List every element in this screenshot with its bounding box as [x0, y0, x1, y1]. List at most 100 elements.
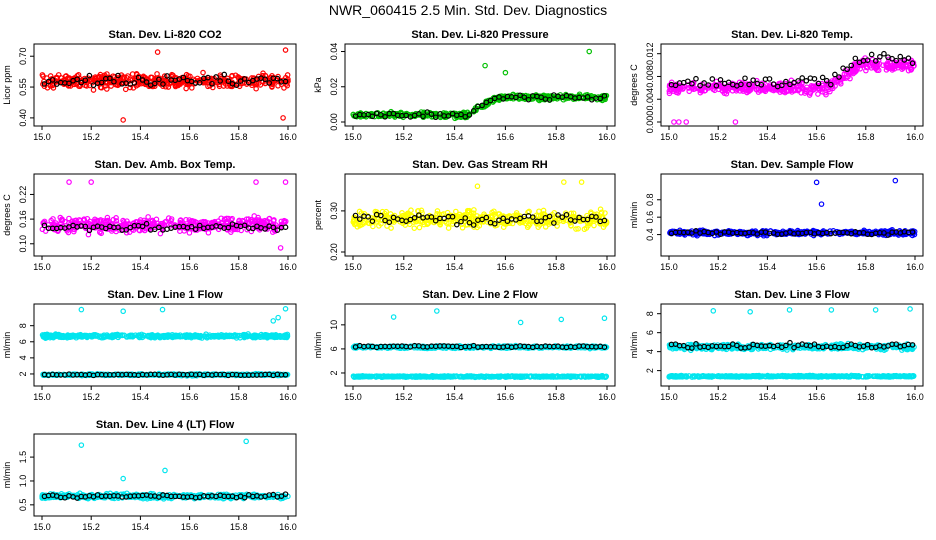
plot-frame — [660, 303, 924, 387]
data-point — [88, 179, 95, 185]
y-tick-label: 0.6 — [645, 211, 655, 224]
data-point — [474, 183, 481, 190]
data-point — [243, 332, 250, 339]
data-point — [192, 226, 199, 233]
plot-frame — [344, 303, 616, 387]
data-point — [598, 209, 605, 216]
data-point — [466, 207, 473, 214]
data-point — [713, 82, 720, 89]
y-tick-label: 0.04 — [329, 43, 339, 61]
x-tick-label: 15.2 — [82, 262, 100, 272]
y-tick-label: 0.004 — [645, 88, 655, 111]
data-point — [361, 220, 367, 226]
data-point — [770, 81, 777, 87]
data-point — [39, 332, 46, 338]
data-point — [41, 81, 48, 87]
x-tick-label: 15.8 — [547, 392, 565, 402]
panel-title: Stan. Dev. Li-820 Pressure — [411, 29, 548, 41]
data-point — [365, 214, 371, 220]
x-tick-label: 15.8 — [857, 132, 875, 142]
x-tick-label: 15.6 — [497, 132, 515, 142]
data-point — [273, 333, 280, 340]
data-point — [143, 79, 150, 85]
x-tick-label: 15.4 — [132, 392, 150, 402]
data-point — [504, 220, 511, 226]
y-axis-label: percent — [313, 199, 323, 230]
data-point — [461, 218, 468, 225]
data-point — [549, 373, 555, 380]
data-point — [187, 73, 193, 80]
data-point — [57, 332, 64, 339]
data-point — [764, 85, 771, 92]
data-point — [795, 78, 801, 84]
x-tick-label: 15.8 — [230, 132, 248, 142]
data-point — [445, 113, 452, 119]
data-point — [559, 214, 566, 220]
data-point — [111, 78, 117, 85]
data-point — [458, 218, 464, 225]
data-point — [274, 75, 281, 82]
data-point — [248, 218, 255, 225]
data-point — [416, 111, 422, 117]
data-point — [819, 74, 826, 81]
data-point — [213, 74, 219, 80]
scatter-points — [350, 308, 610, 381]
data-point — [246, 333, 253, 339]
data-point — [732, 119, 739, 125]
data-point — [524, 224, 531, 231]
scatter-points — [666, 306, 917, 380]
panel-3: Stan. Dev. Li-820 Temp.degrees C15.0 15.2… — [629, 29, 924, 142]
data-point — [369, 113, 376, 120]
data-point — [71, 218, 78, 224]
y-tick-label: 0.70 — [18, 47, 28, 65]
data-point — [546, 213, 553, 220]
data-point — [62, 73, 69, 80]
data-point — [668, 79, 675, 86]
data-point — [799, 75, 806, 81]
data-point — [568, 222, 574, 229]
y-tick-label: 0.012 — [645, 42, 655, 65]
data-point — [157, 230, 164, 237]
data-point — [381, 344, 388, 351]
data-point — [852, 55, 859, 62]
scatter-points — [350, 48, 610, 122]
data-point — [225, 224, 232, 231]
data-point — [832, 71, 838, 78]
data-point — [224, 219, 230, 226]
data-point — [204, 334, 210, 341]
data-point — [378, 212, 384, 219]
data-point — [131, 80, 138, 86]
data-point — [66, 179, 72, 185]
data-point — [253, 179, 259, 185]
data-point — [225, 78, 232, 84]
data-point — [97, 228, 103, 235]
data-point — [99, 225, 106, 232]
y-tick-label: 0.22 — [18, 186, 28, 204]
data-point — [542, 224, 549, 230]
data-point — [123, 74, 130, 81]
x-tick-label: 15.0 — [660, 262, 678, 272]
data-point — [159, 306, 166, 313]
data-point — [411, 215, 418, 221]
data-point — [233, 82, 240, 88]
data-point — [585, 220, 591, 226]
data-point — [667, 87, 674, 93]
y-tick-label: 0.02 — [329, 78, 339, 96]
y-tick-label: 0.16 — [18, 210, 28, 228]
x-tick-label: 15.0 — [344, 132, 362, 142]
data-point — [671, 119, 677, 125]
data-point — [140, 332, 147, 339]
data-point — [200, 69, 206, 76]
data-point — [78, 306, 85, 313]
data-point — [828, 81, 834, 88]
data-point — [90, 87, 97, 93]
data-point — [135, 74, 142, 81]
data-point — [909, 229, 916, 235]
x-tick-label: 16.0 — [279, 132, 297, 142]
x-tick-label: 15.2 — [395, 262, 413, 272]
data-point — [563, 211, 570, 218]
y-tick-label: 0.8 — [645, 194, 655, 207]
data-point — [71, 332, 77, 339]
data-point — [169, 334, 176, 341]
data-point — [573, 226, 579, 232]
